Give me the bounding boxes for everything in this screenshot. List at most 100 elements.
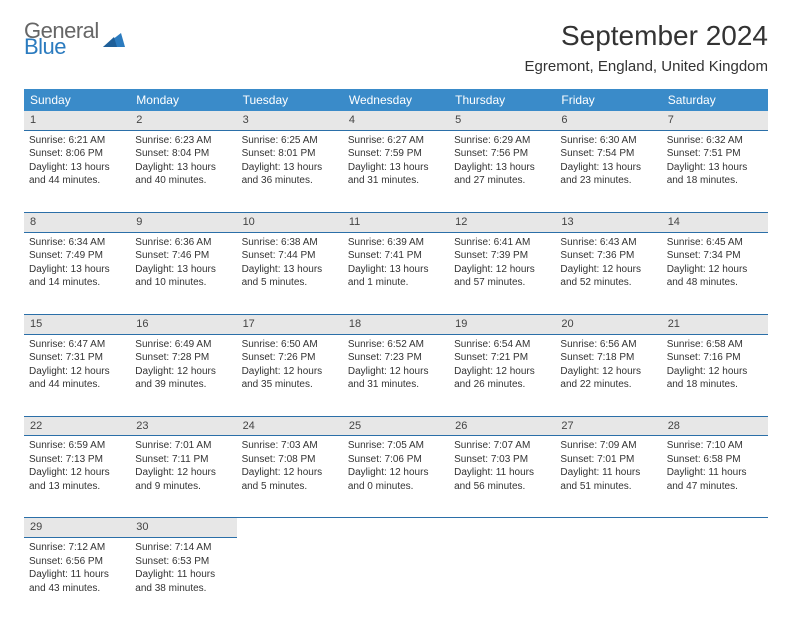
daylight-text: Daylight: 12 hours	[667, 365, 763, 379]
daylight-text: and 51 minutes.	[560, 480, 656, 494]
day-number: 4	[343, 111, 449, 130]
sunrise-text: Sunrise: 6:41 AM	[454, 236, 550, 250]
day-cell: Sunrise: 7:07 AMSunset: 7:03 PMDaylight:…	[449, 436, 555, 518]
day-cell	[449, 538, 555, 620]
sunrise-text: Sunrise: 6:58 AM	[667, 338, 763, 352]
sunrise-text: Sunrise: 7:14 AM	[135, 541, 231, 555]
sunrise-text: Sunrise: 6:50 AM	[242, 338, 338, 352]
daylight-text: and 52 minutes.	[560, 276, 656, 290]
week-row: Sunrise: 6:59 AMSunset: 7:13 PMDaylight:…	[24, 436, 768, 518]
day-number	[449, 518, 555, 538]
sunrise-text: Sunrise: 6:52 AM	[348, 338, 444, 352]
daylight-text: Daylight: 13 hours	[560, 161, 656, 175]
day-number: 29	[24, 518, 130, 538]
day-cell: Sunrise: 7:05 AMSunset: 7:06 PMDaylight:…	[343, 436, 449, 518]
day-number: 2	[130, 111, 236, 130]
sunset-text: Sunset: 7:51 PM	[667, 147, 763, 161]
day-cell: Sunrise: 6:43 AMSunset: 7:36 PMDaylight:…	[555, 232, 661, 314]
day-number: 27	[555, 416, 661, 436]
day-number: 19	[449, 314, 555, 334]
sunrise-text: Sunrise: 7:05 AM	[348, 439, 444, 453]
daylight-text: and 22 minutes.	[560, 378, 656, 392]
daylight-text: Daylight: 12 hours	[348, 365, 444, 379]
sunset-text: Sunset: 7:28 PM	[135, 351, 231, 365]
week-row: Sunrise: 6:34 AMSunset: 7:49 PMDaylight:…	[24, 232, 768, 314]
sunrise-text: Sunrise: 6:29 AM	[454, 134, 550, 148]
sunrise-text: Sunrise: 6:34 AM	[29, 236, 125, 250]
day-number: 6	[555, 111, 661, 130]
day-cell: Sunrise: 6:45 AMSunset: 7:34 PMDaylight:…	[662, 232, 768, 314]
day-cell	[662, 538, 768, 620]
day-number: 8	[24, 212, 130, 232]
day-cell: Sunrise: 6:36 AMSunset: 7:46 PMDaylight:…	[130, 232, 236, 314]
logo: General Blue	[24, 20, 125, 58]
day-cell: Sunrise: 6:21 AMSunset: 8:06 PMDaylight:…	[24, 130, 130, 212]
day-number	[555, 518, 661, 538]
daylight-text: Daylight: 12 hours	[29, 365, 125, 379]
day-number: 10	[237, 212, 343, 232]
sunset-text: Sunset: 6:53 PM	[135, 555, 231, 569]
weekday-header: Sunday	[24, 89, 130, 111]
daylight-text: Daylight: 12 hours	[29, 466, 125, 480]
day-cell	[555, 538, 661, 620]
daylight-text: Daylight: 12 hours	[454, 263, 550, 277]
daynum-row: 1234567	[24, 111, 768, 130]
sunrise-text: Sunrise: 6:38 AM	[242, 236, 338, 250]
daynum-row: 15161718192021	[24, 314, 768, 334]
sunset-text: Sunset: 7:54 PM	[560, 147, 656, 161]
daylight-text: and 26 minutes.	[454, 378, 550, 392]
daylight-text: and 47 minutes.	[667, 480, 763, 494]
weekday-header: Wednesday	[343, 89, 449, 111]
daylight-text: Daylight: 12 hours	[348, 466, 444, 480]
daylight-text: Daylight: 13 hours	[29, 263, 125, 277]
sunrise-text: Sunrise: 6:36 AM	[135, 236, 231, 250]
day-number: 26	[449, 416, 555, 436]
daylight-text: Daylight: 12 hours	[560, 263, 656, 277]
day-number: 12	[449, 212, 555, 232]
month-title: September 2024	[525, 20, 768, 52]
day-number: 16	[130, 314, 236, 334]
day-cell: Sunrise: 6:52 AMSunset: 7:23 PMDaylight:…	[343, 334, 449, 416]
daylight-text: Daylight: 13 hours	[135, 263, 231, 277]
daynum-row: 2930	[24, 518, 768, 538]
day-cell: Sunrise: 6:23 AMSunset: 8:04 PMDaylight:…	[130, 130, 236, 212]
daylight-text: and 57 minutes.	[454, 276, 550, 290]
sunrise-text: Sunrise: 7:03 AM	[242, 439, 338, 453]
daylight-text: and 5 minutes.	[242, 480, 338, 494]
day-cell: Sunrise: 6:34 AMSunset: 7:49 PMDaylight:…	[24, 232, 130, 314]
sunset-text: Sunset: 7:13 PM	[29, 453, 125, 467]
daylight-text: and 27 minutes.	[454, 174, 550, 188]
daylight-text: Daylight: 12 hours	[667, 263, 763, 277]
daylight-text: and 48 minutes.	[667, 276, 763, 290]
weekday-header: Tuesday	[237, 89, 343, 111]
sunset-text: Sunset: 7:23 PM	[348, 351, 444, 365]
logo-triangle-icon	[103, 27, 125, 53]
sunset-text: Sunset: 7:46 PM	[135, 249, 231, 263]
daylight-text: and 43 minutes.	[29, 582, 125, 596]
title-block: September 2024 Egremont, England, United…	[525, 20, 768, 75]
sunrise-text: Sunrise: 6:43 AM	[560, 236, 656, 250]
daylight-text: Daylight: 13 hours	[242, 263, 338, 277]
daylight-text: Daylight: 13 hours	[454, 161, 550, 175]
weekday-header: Thursday	[449, 89, 555, 111]
sunrise-text: Sunrise: 6:56 AM	[560, 338, 656, 352]
daylight-text: Daylight: 13 hours	[667, 161, 763, 175]
weekday-header-row: Sunday Monday Tuesday Wednesday Thursday…	[24, 89, 768, 111]
day-cell: Sunrise: 6:41 AMSunset: 7:39 PMDaylight:…	[449, 232, 555, 314]
sunrise-text: Sunrise: 7:09 AM	[560, 439, 656, 453]
sunset-text: Sunset: 7:26 PM	[242, 351, 338, 365]
sunrise-text: Sunrise: 7:10 AM	[667, 439, 763, 453]
daylight-text: Daylight: 13 hours	[29, 161, 125, 175]
day-number: 13	[555, 212, 661, 232]
day-number: 25	[343, 416, 449, 436]
day-cell: Sunrise: 7:01 AMSunset: 7:11 PMDaylight:…	[130, 436, 236, 518]
sunrise-text: Sunrise: 6:25 AM	[242, 134, 338, 148]
daylight-text: and 35 minutes.	[242, 378, 338, 392]
daylight-text: and 31 minutes.	[348, 378, 444, 392]
day-cell: Sunrise: 7:03 AMSunset: 7:08 PMDaylight:…	[237, 436, 343, 518]
sunset-text: Sunset: 7:56 PM	[454, 147, 550, 161]
day-number: 17	[237, 314, 343, 334]
sunrise-text: Sunrise: 6:39 AM	[348, 236, 444, 250]
header: General Blue September 2024 Egremont, En…	[24, 20, 768, 75]
daylight-text: and 14 minutes.	[29, 276, 125, 290]
